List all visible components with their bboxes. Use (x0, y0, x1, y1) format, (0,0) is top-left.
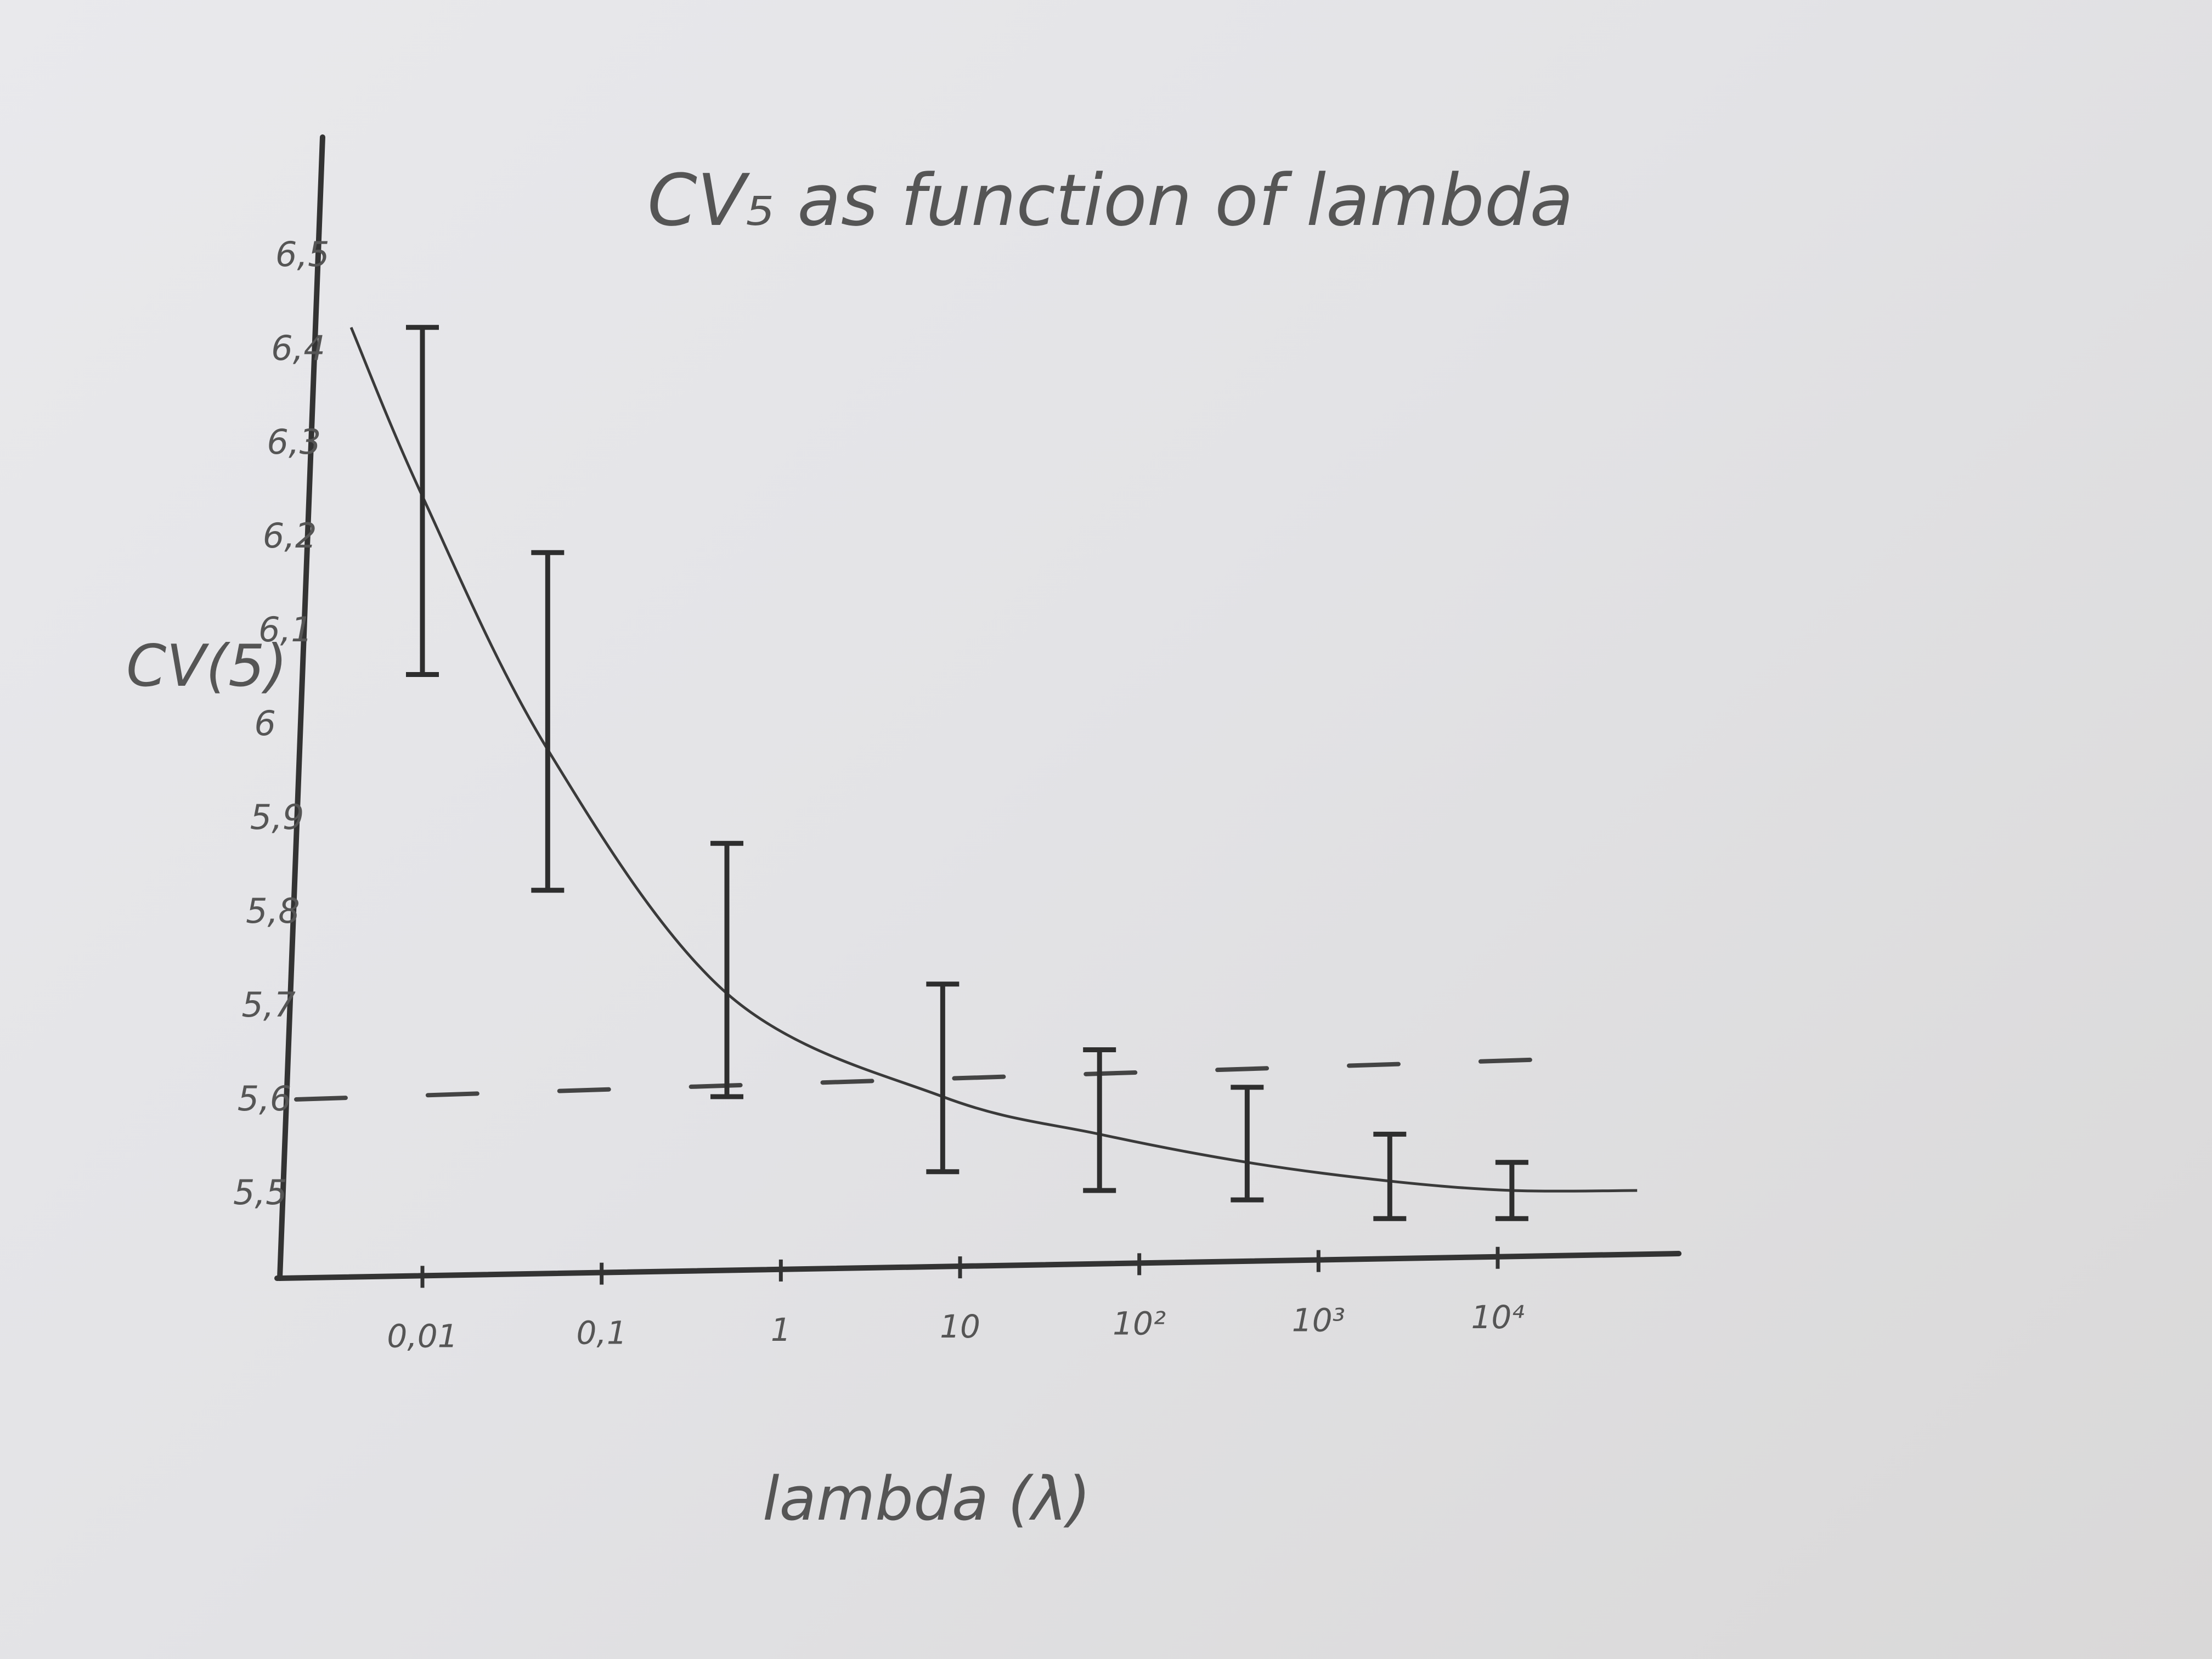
x-tick-label: 10⁴ (1471, 1299, 1524, 1336)
error-bar (531, 550, 565, 893)
x-tick-labels: 0,01 0,1 1 10 10² 10³ 10⁴ (387, 1246, 1525, 1355)
y-axis-label: CV(5) (126, 633, 287, 699)
error-bar (1495, 1160, 1528, 1221)
y-axis-line (277, 134, 325, 1281)
y-tick-labels: 5,5 5,6 5,7 5,8 5,9 6 6,1 6,2 6,3 6,4 6,5 (233, 234, 330, 1212)
error-bar (710, 840, 743, 1099)
fit-curve-group (349, 326, 1638, 1193)
error-bar (926, 981, 960, 1175)
y-tick-label: 6,5 (275, 234, 330, 274)
fit-curve (349, 326, 1638, 1193)
y-tick-label: 5,6 (238, 1079, 292, 1119)
y-tick-label: 6,4 (271, 328, 325, 368)
x-tick-label: 10 (940, 1308, 980, 1345)
x-tick-label: 1 (771, 1311, 791, 1348)
x-axis-line (274, 1251, 1681, 1281)
y-tick-label: 5,8 (246, 891, 300, 931)
x-tick-label: 0,01 (387, 1317, 458, 1355)
reference-line-group (294, 1056, 1582, 1102)
error-bar (1373, 1131, 1407, 1221)
x-tick-label: 0,1 (577, 1314, 627, 1352)
chart-title: CV₅ as function of lambda (647, 159, 1573, 242)
y-tick-label: 5,9 (250, 797, 304, 837)
y-tick-label: 6 (254, 703, 275, 743)
error-bar (406, 325, 439, 677)
y-tick-label: 6,2 (263, 516, 317, 556)
error-bar (1083, 1047, 1116, 1193)
y-axis (277, 134, 325, 1281)
error-bar (1231, 1085, 1264, 1203)
x-tick-label: 10³ (1292, 1302, 1345, 1339)
x-tick-label: 10² (1113, 1305, 1166, 1342)
y-tick-label: 5,7 (241, 985, 296, 1025)
x-axis (274, 1251, 1681, 1281)
y-tick-label: 6,3 (267, 422, 321, 462)
error-bars-group (406, 325, 1528, 1221)
reference-line (294, 1056, 1582, 1102)
y-tick-label: 6,1 (258, 610, 313, 650)
y-tick-label: 5,5 (233, 1172, 287, 1212)
x-axis-label: lambda (λ) (763, 1464, 1091, 1534)
